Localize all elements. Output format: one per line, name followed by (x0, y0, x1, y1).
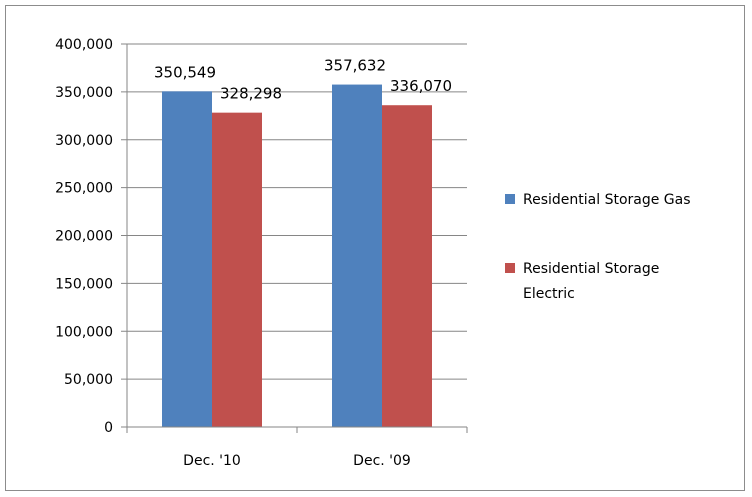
y-tick-label: 350,000 (55, 85, 113, 101)
y-tick-label: 100,000 (55, 324, 113, 340)
x-tick-label: Dec. '09 (353, 453, 411, 469)
legend-label: Residential Storage (523, 261, 659, 277)
data-label: 336,070 (390, 77, 452, 95)
legend-swatch (505, 194, 515, 204)
x-tick-label: Dec. '10 (183, 453, 241, 469)
legend-label: Residential Storage Gas (523, 192, 691, 208)
data-label: 350,549 (154, 63, 216, 81)
bar (162, 91, 212, 427)
bar (332, 84, 382, 428)
data-label: 328,298 (220, 85, 282, 103)
y-tick-label: 250,000 (55, 181, 113, 197)
y-tick-label: 150,000 (55, 276, 113, 292)
bar (382, 105, 432, 427)
legend-swatch (505, 263, 515, 273)
y-tick-label: 300,000 (55, 133, 113, 149)
legend: Residential Storage Gas Residential Stora… (505, 192, 691, 302)
axes (121, 43, 468, 433)
bars (162, 84, 432, 428)
labels: 0 50,000 100,000 150,000 200,000 250,000 300,0… (55, 37, 452, 469)
legend-label: Electric (523, 286, 575, 302)
y-tick-label: 50,000 (64, 372, 113, 388)
y-tick-label: 400,000 (55, 37, 113, 53)
data-label: 357,632 (324, 57, 386, 75)
bar (212, 112, 262, 427)
y-tick-label: 0 (104, 420, 113, 436)
y-tick-label: 200,000 (55, 229, 113, 245)
